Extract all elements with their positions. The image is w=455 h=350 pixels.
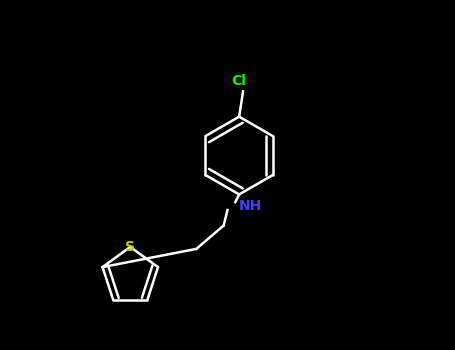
Text: S: S — [125, 240, 135, 254]
Text: NH: NH — [239, 199, 263, 213]
Text: Cl: Cl — [232, 74, 247, 88]
